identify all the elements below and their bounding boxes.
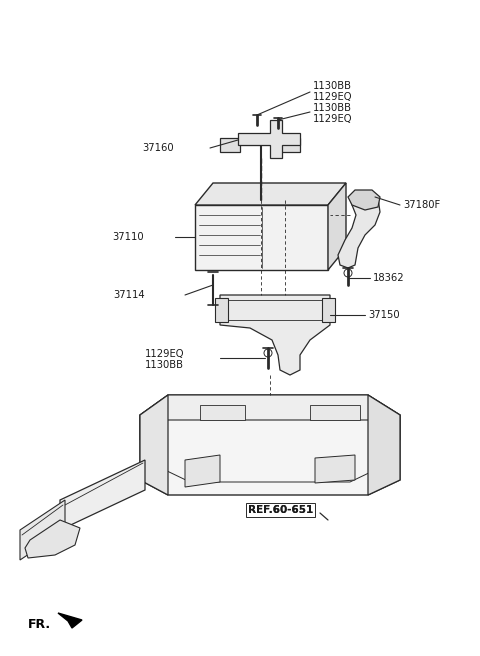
Polygon shape	[220, 295, 330, 375]
Polygon shape	[200, 405, 245, 420]
Polygon shape	[315, 455, 355, 483]
Text: 1130BB: 1130BB	[313, 103, 352, 113]
Circle shape	[303, 189, 313, 199]
Text: REF.60-651: REF.60-651	[248, 505, 313, 515]
Polygon shape	[368, 395, 400, 495]
Text: 37150: 37150	[368, 310, 400, 320]
Circle shape	[231, 192, 236, 197]
Circle shape	[45, 533, 59, 547]
Text: 37180F: 37180F	[403, 200, 440, 210]
Polygon shape	[322, 298, 335, 322]
Polygon shape	[60, 460, 145, 530]
Polygon shape	[338, 192, 380, 268]
Text: 1130BB: 1130BB	[145, 360, 184, 370]
Polygon shape	[58, 613, 82, 628]
Polygon shape	[220, 138, 240, 152]
Polygon shape	[140, 395, 168, 495]
Text: REF.60-651: REF.60-651	[248, 505, 313, 515]
Polygon shape	[215, 298, 228, 322]
Text: 37160: 37160	[142, 143, 174, 153]
Polygon shape	[328, 183, 346, 270]
Text: 1129EQ: 1129EQ	[313, 92, 352, 102]
Polygon shape	[280, 138, 300, 152]
Text: 37110: 37110	[112, 232, 144, 242]
Text: 1129EQ: 1129EQ	[313, 114, 352, 124]
Circle shape	[258, 428, 282, 452]
Text: 37114: 37114	[113, 290, 144, 300]
Text: 18362: 18362	[373, 273, 405, 283]
Polygon shape	[25, 520, 80, 558]
Circle shape	[49, 537, 55, 543]
Polygon shape	[185, 455, 220, 487]
Circle shape	[305, 192, 310, 197]
Polygon shape	[140, 395, 400, 495]
Polygon shape	[310, 405, 360, 420]
Circle shape	[228, 189, 238, 199]
Polygon shape	[195, 205, 328, 270]
Text: 1130BB: 1130BB	[313, 81, 352, 91]
Text: FR.: FR.	[28, 619, 51, 632]
Polygon shape	[195, 183, 346, 205]
Polygon shape	[238, 120, 300, 158]
Polygon shape	[348, 190, 380, 210]
Polygon shape	[20, 500, 65, 560]
Text: 1129EQ: 1129EQ	[145, 349, 184, 359]
Circle shape	[300, 420, 330, 450]
Circle shape	[212, 427, 248, 463]
Polygon shape	[140, 395, 400, 440]
